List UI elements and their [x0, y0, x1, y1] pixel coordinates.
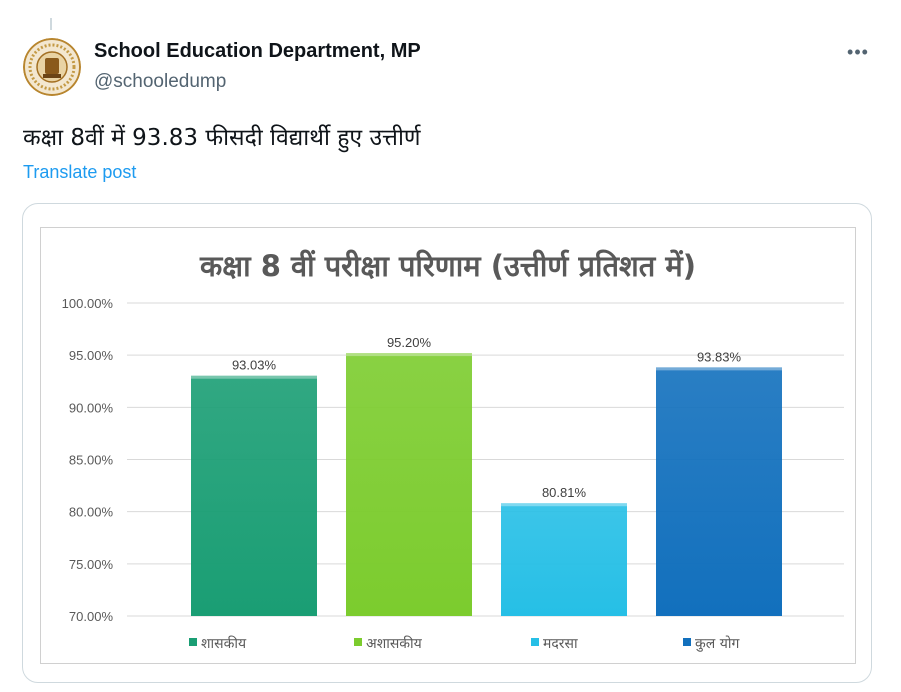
data-label: 93.03% [232, 358, 277, 373]
more-options-icon[interactable]: ••• [847, 41, 869, 62]
author-handle[interactable]: @schooledump [94, 71, 227, 92]
emblem-icon [23, 38, 81, 96]
legend-swatch [189, 638, 197, 646]
legend-label: शासकीय [201, 635, 247, 652]
post-media[interactable]: कक्षा 8 वीं परीक्षा परिणाम (उत्तीर्ण प्र… [22, 203, 872, 683]
bar-highlight [501, 503, 627, 507]
bar [191, 375, 317, 616]
legend-label: मदरसा [543, 636, 578, 652]
y-tick-label: 80.00% [69, 505, 114, 520]
legend-swatch [531, 638, 539, 646]
y-tick-label: 100.00% [62, 296, 114, 311]
bar [501, 503, 627, 616]
y-tick-label: 85.00% [69, 453, 114, 468]
bar [346, 353, 472, 616]
legend-swatch [683, 638, 691, 646]
chart-plot: 70.00% 75.00% 80.00% 85.00% 90.00% 95.00% 100.… [62, 296, 844, 652]
avatar[interactable] [23, 38, 81, 96]
bar-highlight [191, 375, 317, 379]
thread-line [50, 18, 52, 30]
legend-swatch [354, 638, 362, 646]
bar-highlight [656, 367, 782, 371]
y-tick-label: 70.00% [69, 609, 114, 624]
y-tick-label: 90.00% [69, 400, 114, 415]
data-label: 93.83% [697, 349, 742, 364]
author-name[interactable]: School Education Department, MP [94, 40, 421, 62]
post-text: कक्षा 8वीं में 93.83 फीसदी विद्यार्थी हु… [23, 125, 421, 151]
y-tick-label: 75.00% [69, 557, 114, 572]
y-tick-label: 95.00% [69, 348, 114, 363]
translate-post-link[interactable]: Translate post [23, 162, 137, 182]
data-label: 95.20% [387, 335, 432, 350]
data-label: 80.81% [542, 485, 587, 500]
bar [656, 367, 782, 616]
bar-highlight [346, 353, 472, 357]
legend-label: अशासकीय [366, 635, 423, 652]
chart: कक्षा 8 वीं परीक्षा परिणाम (उत्तीर्ण प्र… [40, 227, 856, 664]
chart-title: कक्षा 8 वीं परीक्षा परिणाम (उत्तीर्ण प्र… [200, 249, 696, 283]
legend-label: कुल योग [695, 635, 740, 652]
